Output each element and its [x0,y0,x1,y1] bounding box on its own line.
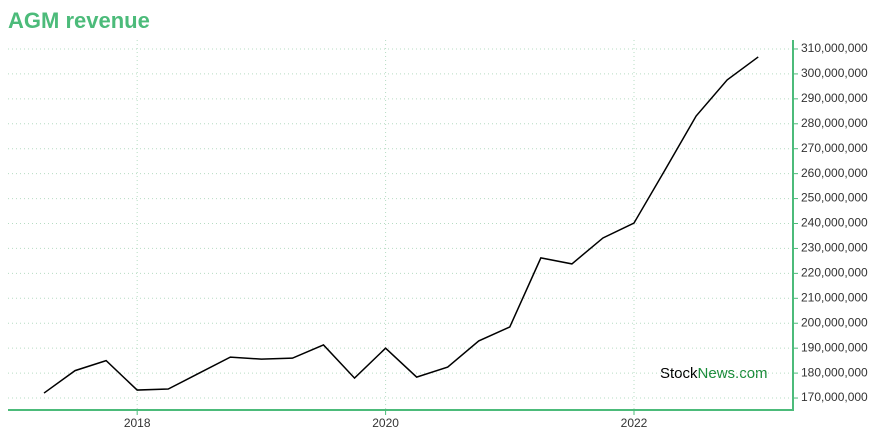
y-tick-label: 200,000,000 [801,315,868,329]
y-tick-label: 280,000,000 [801,116,868,130]
chart-title: AGM revenue [8,8,150,33]
y-tick-label: 220,000,000 [801,266,868,280]
y-tick-label: 240,000,000 [801,216,868,230]
line-series [43,56,759,394]
watermark-stock: Stock [660,365,698,382]
y-tick-label: 270,000,000 [801,141,868,155]
y-tick-label: 180,000,000 [801,365,868,379]
y-tick-label: 210,000,000 [801,290,868,304]
x-tick-label: 2018 [124,416,151,430]
y-tick-label: 260,000,000 [801,166,868,180]
y-tick-label: 170,000,000 [801,390,868,404]
y-tick-label: 310,000,000 [801,41,868,55]
x-tick-label: 2022 [621,416,648,430]
y-tick-label: 290,000,000 [801,91,868,105]
y-tick-label: 190,000,000 [801,340,868,354]
x-tick-label: 2020 [372,416,399,430]
y-tick-label: 300,000,000 [801,66,868,80]
y-tick-label: 250,000,000 [801,191,868,205]
y-tick-label: 230,000,000 [801,241,868,255]
